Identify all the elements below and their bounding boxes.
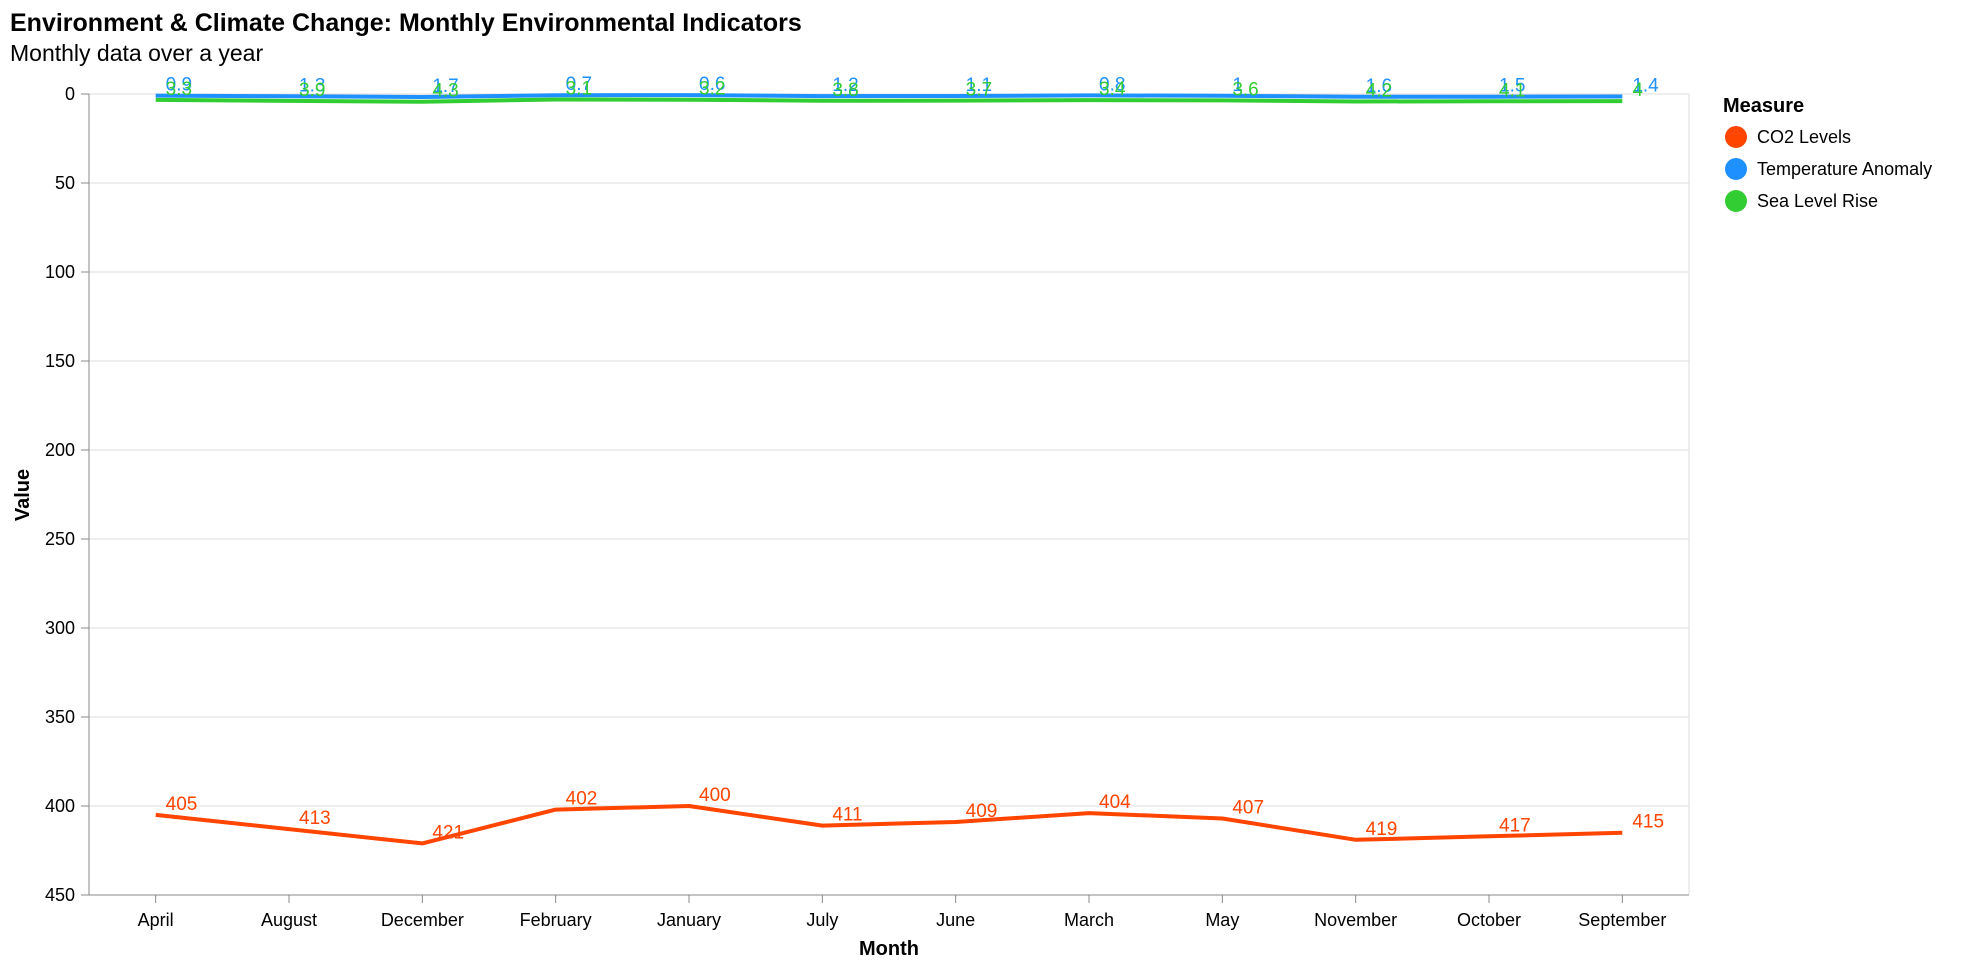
- data-label: 417: [1499, 815, 1531, 836]
- chart-title: Environment & Climate Change: Monthly En…: [10, 9, 802, 37]
- x-axis-title: Month: [859, 938, 919, 960]
- data-label: 0.7: [566, 74, 592, 95]
- x-tick-label: March: [1064, 910, 1114, 930]
- data-label: 0.6: [699, 74, 725, 95]
- data-label: 0.9: [166, 75, 192, 96]
- y-tick-label: 300: [45, 618, 75, 638]
- chart-subtitle: Monthly data over a year: [10, 40, 263, 66]
- data-label: 4.1: [1499, 80, 1525, 101]
- data-label: 1.5: [1499, 76, 1525, 97]
- x-tick-label: November: [1314, 910, 1397, 930]
- data-label: 1: [1232, 75, 1243, 96]
- data-label: 1.3: [299, 75, 325, 96]
- legend-label: CO2 Levels: [1757, 127, 1851, 147]
- data-label: 415: [1632, 812, 1664, 833]
- legend-swatch: [1725, 190, 1747, 212]
- legend-title: Measure: [1723, 95, 1804, 117]
- data-label: 400: [699, 785, 731, 806]
- data-label: 3.8: [832, 80, 858, 101]
- x-tick-label: April: [138, 910, 174, 930]
- y-tick-label: 150: [45, 351, 75, 371]
- data-label: 3.4: [1099, 79, 1126, 100]
- data-label: 404: [1099, 792, 1131, 813]
- data-label: 3.7: [966, 80, 992, 101]
- series-line: [155, 804, 1623, 846]
- data-label: 402: [566, 789, 598, 810]
- data-label: 3.6: [1232, 79, 1258, 100]
- x-tick-label: July: [806, 910, 838, 930]
- data-label: 419: [1366, 819, 1398, 840]
- legend-label: Temperature Anomaly: [1757, 159, 1932, 179]
- y-tick-label: 400: [45, 796, 75, 816]
- data-label: 3.3: [166, 79, 192, 100]
- data-label: 4.3: [432, 81, 458, 102]
- legend: Measure CO2 Levels Temperature Anomaly Sea…: [1723, 95, 1932, 212]
- x-tick-label: June: [936, 910, 975, 930]
- data-label: 411: [832, 805, 862, 826]
- data-label: 405: [166, 794, 198, 815]
- y-tick-label: 350: [45, 707, 75, 727]
- x-tick-label: May: [1205, 910, 1239, 930]
- y-tick-label: 0: [65, 84, 75, 104]
- data-label: 1.7: [432, 76, 458, 97]
- data-label: 3.2: [699, 79, 725, 100]
- x-tick-label: February: [520, 910, 592, 930]
- gridlines: [89, 93, 1690, 896]
- data-label: 4: [1632, 80, 1643, 101]
- x-tick-label: January: [657, 910, 721, 930]
- series-line: [155, 93, 1623, 99]
- legend-swatch: [1725, 158, 1747, 180]
- data-label: 1.2: [832, 75, 858, 96]
- data-label: 3.9: [299, 80, 325, 101]
- y-tick-label: 50: [55, 173, 75, 193]
- data-label: 4.2: [1366, 80, 1392, 101]
- y-tick-label: 450: [45, 885, 75, 905]
- y-tick-label: 100: [45, 262, 75, 282]
- axes: 0 50 100 150 200 250 300 350 400 450 April August De…: [45, 84, 1689, 930]
- legend-label: Sea Level Rise: [1757, 191, 1878, 211]
- data-labels: 405 413 421 402 400 411 409 404 407 419 417 415 0.9 1…: [166, 74, 1664, 843]
- series-lines: [155, 93, 1623, 846]
- x-tick-label: December: [381, 910, 464, 930]
- legend-swatch: [1725, 126, 1747, 148]
- data-label: 409: [966, 801, 998, 822]
- data-label: 1.1: [966, 75, 992, 96]
- data-label: 413: [299, 808, 331, 829]
- data-label: 3.1: [566, 79, 592, 100]
- data-label: 421: [432, 822, 464, 843]
- y-tick-label: 250: [45, 529, 75, 549]
- data-label: 1.4: [1632, 75, 1659, 96]
- x-tick-label: October: [1457, 910, 1521, 930]
- y-tick-label: 200: [45, 440, 75, 460]
- data-label: 0.8: [1099, 74, 1125, 95]
- x-tick-label: August: [261, 910, 317, 930]
- y-axis-title: Value: [12, 469, 34, 521]
- series-line: [155, 97, 1623, 104]
- x-tick-label: September: [1578, 910, 1666, 930]
- data-label: 407: [1232, 797, 1264, 818]
- data-label: 1.6: [1366, 76, 1392, 97]
